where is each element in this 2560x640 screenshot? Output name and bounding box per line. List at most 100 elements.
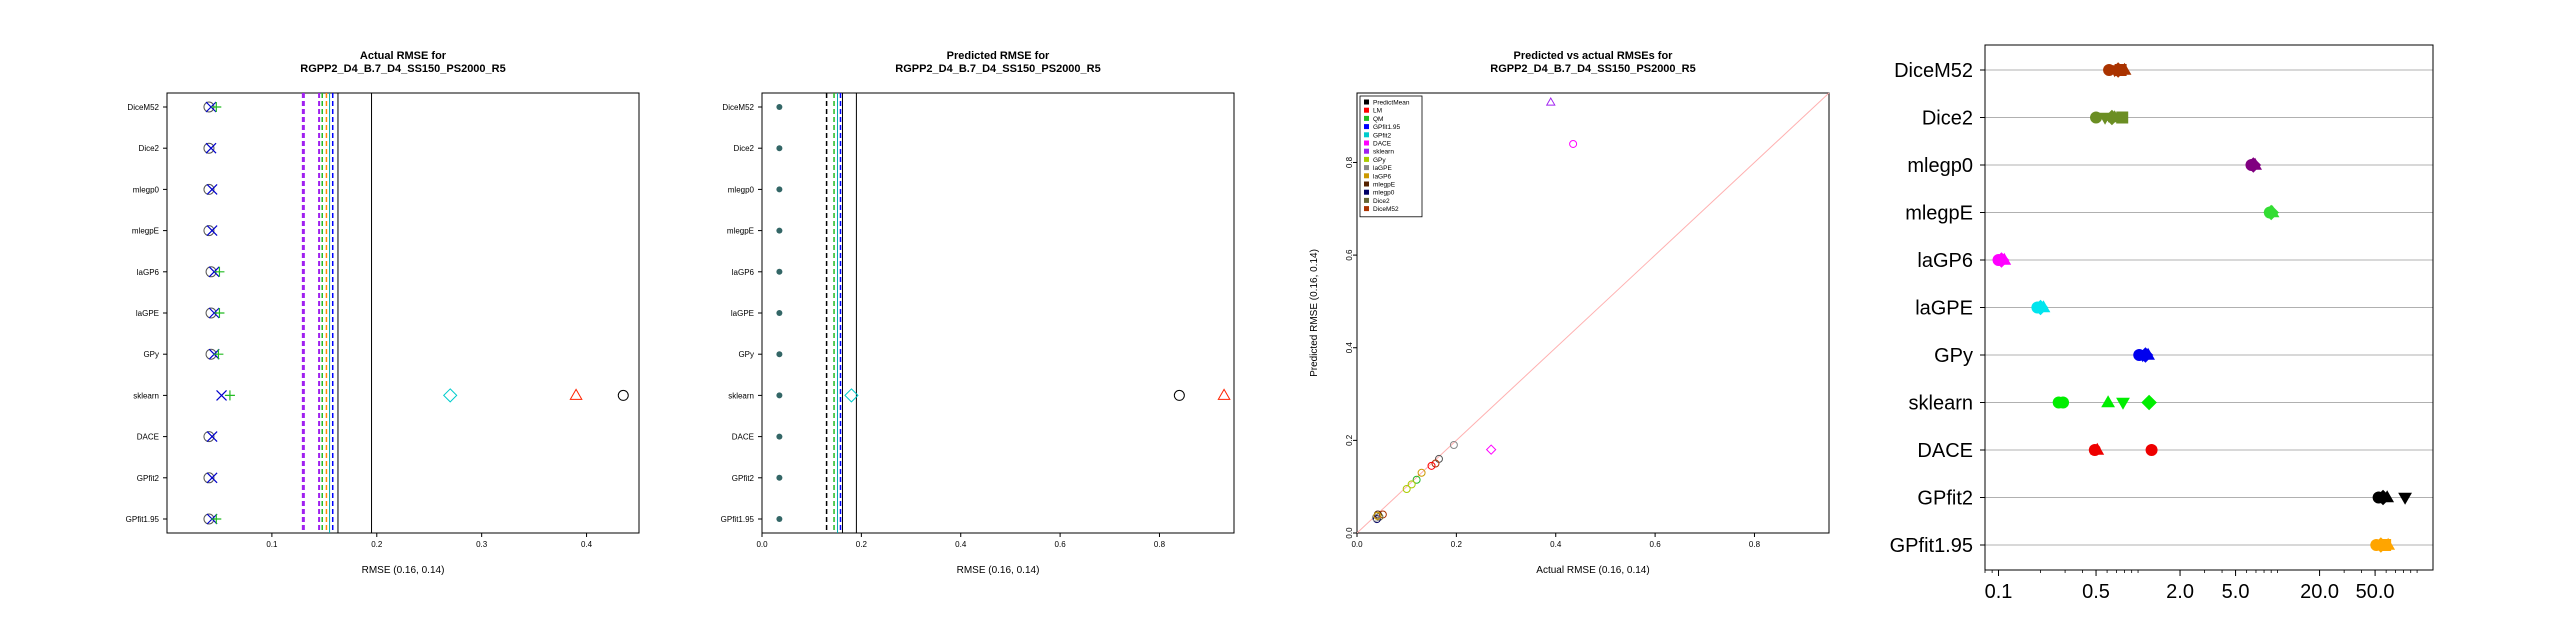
legend-entry: LM: [1373, 108, 1382, 115]
y-tick-label: 0.8: [1345, 156, 1354, 168]
data-point: [2141, 347, 2155, 360]
x-axis-label: Actual RMSE (0.16, 0.14): [1536, 565, 1649, 576]
x-axis-label: RMSE (0.16, 0.14): [362, 565, 445, 576]
category-label: mlegpE: [132, 227, 159, 236]
data-point: [206, 183, 218, 195]
data-point: [203, 472, 215, 484]
data-point: [2381, 537, 2396, 550]
data-point: [776, 392, 783, 399]
legend-swatch: [1364, 173, 1369, 179]
data-point: [216, 389, 227, 401]
data-point: [2116, 397, 2130, 410]
data-point: [776, 186, 783, 193]
category-label: laGP6: [1917, 250, 1973, 272]
legend-entry: sklearn: [1373, 149, 1394, 156]
data-point: [1407, 480, 1416, 489]
x-axis-label: RMSE (0.16, 0.14): [957, 565, 1040, 576]
x-tick-label: 20.0: [2300, 581, 2339, 603]
data-point: [1569, 139, 1578, 148]
category-label: GPy: [738, 350, 754, 359]
category-label: Dice2: [139, 144, 160, 153]
data-point: [211, 102, 222, 112]
y-axis-label: Predicted RMSE (0.16, 0.14): [1309, 249, 1320, 377]
data-point: [205, 142, 217, 154]
legend-swatch: [1364, 189, 1369, 195]
legend-entry: laGPE: [1373, 165, 1392, 172]
category-label: GPfit2: [1917, 488, 1973, 510]
legend-entry: mlegp0: [1373, 190, 1395, 197]
data-point: [214, 266, 225, 277]
data-point: [205, 101, 217, 113]
category-label: GPfit1.95: [126, 515, 160, 524]
data-point: [2101, 395, 2115, 408]
legend-entry: Dice2: [1373, 198, 1390, 205]
category-label: laGPE: [731, 309, 754, 318]
legend-entry: laGP6: [1373, 173, 1391, 180]
y-tick-label: 0.2: [1345, 434, 1354, 446]
data-point: [2036, 300, 2051, 313]
chart-title-line: RGPP2_D4_B.7_D4_SS150_PS2000_R5: [300, 63, 505, 75]
data-point: [208, 307, 220, 319]
x-tick-label: 0.2: [856, 540, 868, 549]
data-point: [2057, 396, 2070, 409]
x-tick-label: 50.0: [2356, 581, 2395, 603]
data-point: [208, 266, 220, 278]
category-label: laGPE: [136, 309, 159, 318]
data-point: [2248, 157, 2262, 170]
x-tick-label: 0.0: [756, 540, 768, 549]
data-point: [2265, 205, 2280, 218]
x-tick-label: 0.2: [371, 540, 383, 549]
data-point: [1427, 461, 1436, 470]
category-label: laGP6: [732, 268, 755, 277]
x-tick-label: 0.0: [1351, 540, 1363, 549]
category-label: laGPE: [1915, 298, 1973, 320]
data-point: [1417, 468, 1426, 477]
legend-swatch: [1364, 148, 1369, 154]
y-tick-label: 0.6: [1345, 249, 1354, 261]
data-point: [776, 310, 783, 316]
data-point: [1373, 511, 1382, 520]
chart-title-line: Predicted RMSE for: [947, 50, 1050, 62]
plot-frame: [1356, 92, 1830, 534]
category-label: DiceM52: [722, 103, 754, 112]
category-label: GPfit2: [732, 474, 755, 483]
category-label: Dice2: [734, 144, 755, 153]
data-point: [1371, 513, 1380, 522]
data-point: [2117, 62, 2132, 75]
x-tick-label: 0.6: [1650, 540, 1662, 549]
data-point: [203, 183, 215, 195]
category-label: DACE: [1917, 440, 1973, 462]
legend-entry: GPfit1.95: [1373, 124, 1400, 131]
legend-swatch: [1364, 156, 1369, 162]
data-point: [2145, 444, 2158, 456]
data-point: [776, 474, 783, 481]
data-point: [776, 268, 783, 275]
legend-entry: DiceM52: [1373, 206, 1399, 213]
x-tick-label: 0.4: [581, 540, 593, 549]
data-point: [1485, 444, 1497, 455]
legend-entry: PredictMean: [1373, 100, 1410, 107]
x-tick-label: 0.5: [2082, 581, 2110, 603]
legend-box: [1359, 95, 1423, 218]
legend-entry: mlegpE: [1373, 182, 1396, 189]
x-tick-label: 0.6: [1055, 540, 1067, 549]
category-label: sklearn: [1909, 393, 1973, 415]
data-point: [776, 516, 783, 522]
x-tick-label: 0.3: [476, 540, 488, 549]
x-tick-label: 0.1: [1985, 581, 2013, 603]
legend-swatch: [1364, 132, 1369, 138]
data-point: [206, 472, 218, 484]
data-point: [1412, 475, 1421, 484]
data-point: [776, 351, 783, 358]
data-point: [2398, 492, 2412, 505]
data-point: [2090, 111, 2103, 124]
data-point: [203, 431, 215, 443]
category-label: laGP6: [137, 268, 160, 277]
category-label: mlegp0: [728, 185, 755, 194]
data-point: [203, 225, 215, 237]
category-label: sklearn: [133, 391, 159, 400]
category-label: GPy: [1934, 345, 1973, 367]
data-point: [1402, 485, 1411, 493]
legend-entry: DACE: [1373, 141, 1392, 148]
